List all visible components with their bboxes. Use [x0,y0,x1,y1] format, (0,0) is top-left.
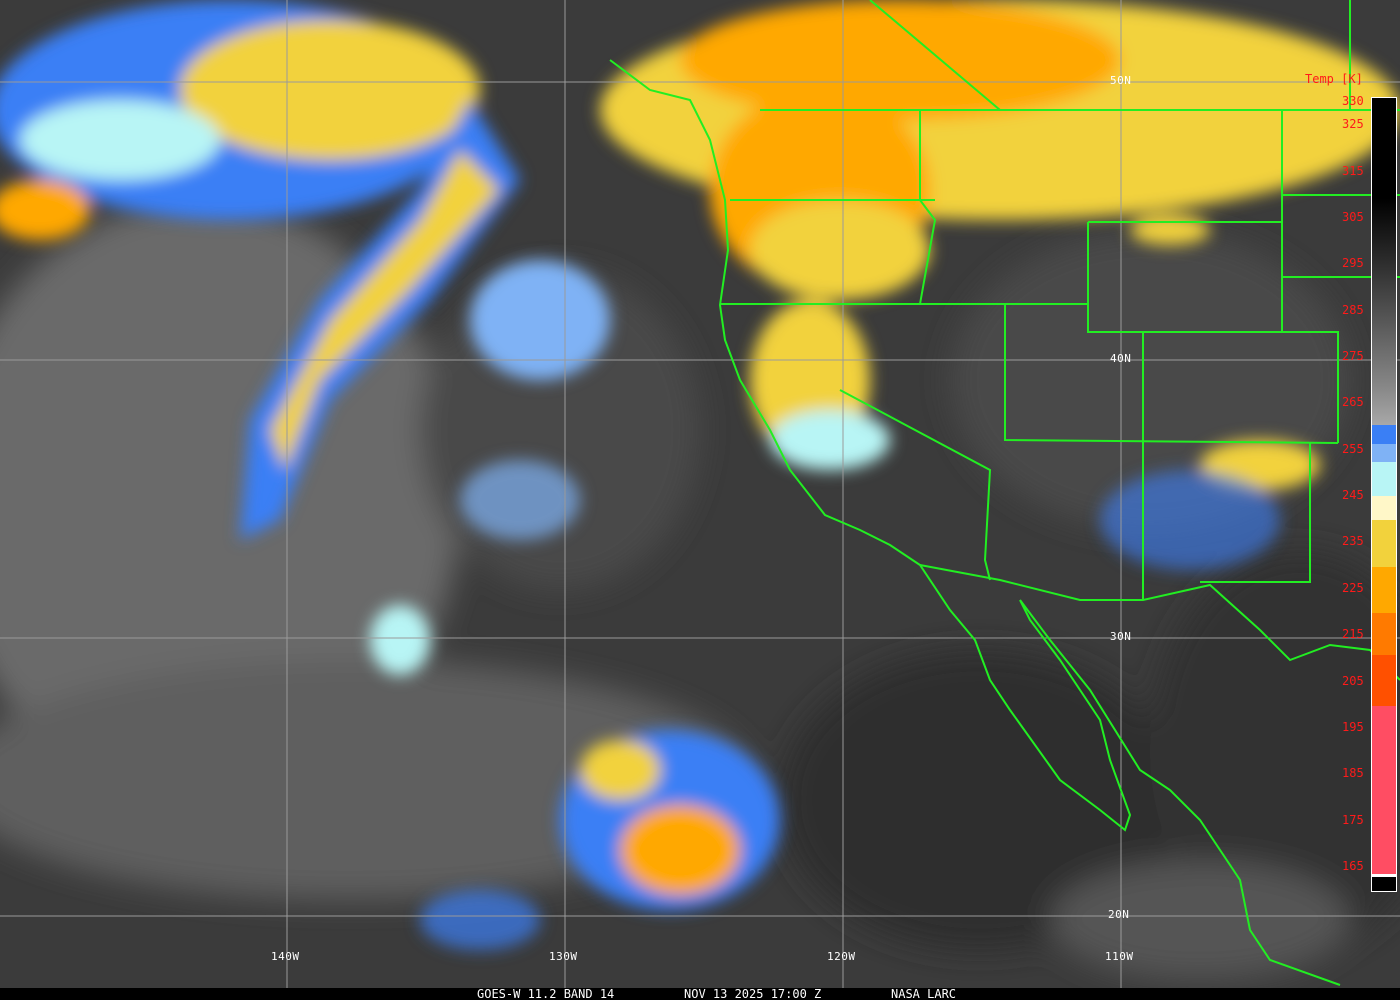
lat-label-40n: 40N [1110,352,1132,365]
legend-tick-label: 235 [1342,534,1364,548]
legend-tick-label: 215 [1342,627,1364,641]
satellite-band-label: GOES-W 11.2 BAND 14 [477,987,615,1000]
legend-tick-label: 305 [1342,210,1364,224]
temperature-colorbar [1371,97,1397,892]
legend-tick-label: 175 [1342,813,1364,827]
legend-tick-label: 205 [1342,674,1364,688]
legend-tick-label: 330 [1342,94,1364,108]
legend-tick-label: 255 [1342,442,1364,456]
legend-tick-label: 295 [1342,256,1364,270]
lon-label-110w: 110W [1105,950,1134,963]
lat-label-50n: 50N [1110,74,1132,87]
lon-label-140w: 140W [271,950,300,963]
lat-label-30n: 30N [1110,630,1132,643]
legend-tick-label: 275 [1342,349,1364,363]
legend-tick-label: 165 [1342,859,1364,873]
legend-tick-label: 195 [1342,720,1364,734]
legend-tick-label: 325 [1342,117,1364,131]
legend-tick-label: 225 [1342,581,1364,595]
legend-tick-label: 285 [1342,303,1364,317]
legend-tick-label: 315 [1342,164,1364,178]
credit-label: NASA LARC [891,987,957,1000]
footer-bar: GOES-W 11.2 BAND 14 NOV 13 2025 17:00 Z … [0,988,1400,1000]
datetime-label: NOV 13 2025 17:00 Z [684,987,822,1000]
lat-label-20n: 20N [1108,908,1130,921]
legend-tick-label: 245 [1342,488,1364,502]
lon-label-130w: 130W [549,950,578,963]
political-borders [609,0,1400,986]
legend-tick-label: 185 [1342,766,1364,780]
lon-label-120w: 120W [827,950,856,963]
legend-tick-label: 265 [1342,395,1364,409]
legend-title: Temp [K] [1305,72,1363,86]
